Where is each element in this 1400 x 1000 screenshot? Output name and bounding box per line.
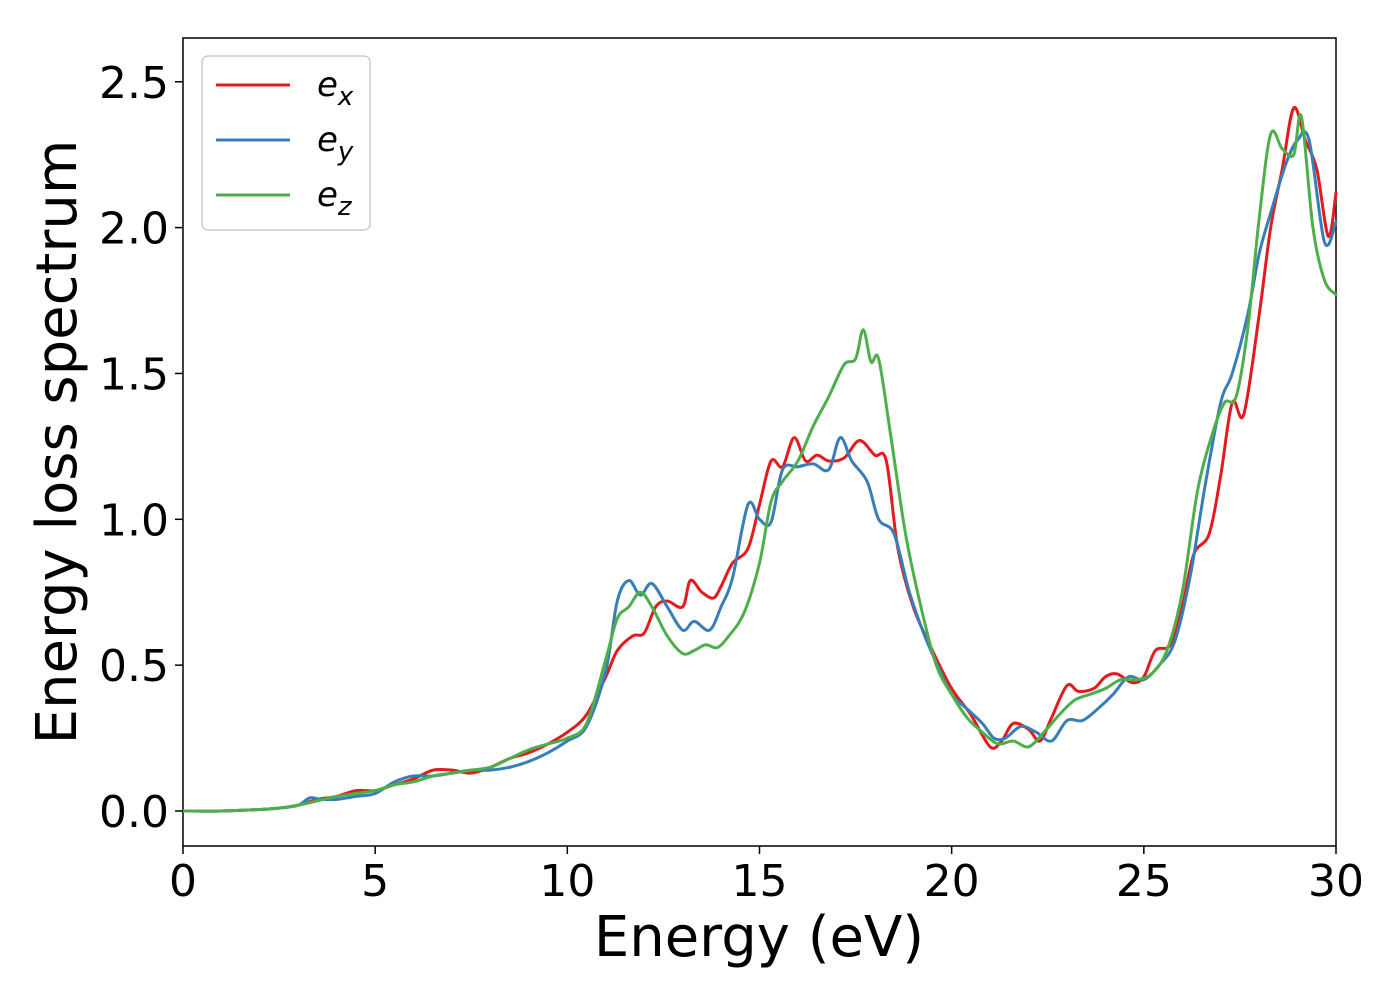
y-axis-ticks: 0.0 0.5 1.0 1.5 2.0 2.5 xyxy=(99,58,183,838)
y-tick-label: 0.0 xyxy=(99,787,169,838)
y-tick-label: 2.5 xyxy=(99,58,169,109)
x-axis-label: Energy (eV) xyxy=(594,905,924,970)
legend-label-ey: ey xyxy=(317,120,354,167)
y-tick-label: 1.0 xyxy=(99,495,169,546)
legend: ex ey ez xyxy=(201,55,371,231)
x-tick-label: 5 xyxy=(361,856,389,907)
y-tick-label: 1.5 xyxy=(99,349,169,400)
x-tick-label: 15 xyxy=(732,856,788,907)
y-tick-label: 2.0 xyxy=(99,204,169,255)
legend-label-ex: ex xyxy=(317,65,354,112)
legend-box xyxy=(201,55,371,231)
x-axis-ticks: 0 5 10 15 20 25 30 xyxy=(169,846,1364,907)
x-tick-label: 10 xyxy=(539,856,595,907)
x-tick-label: 30 xyxy=(1308,856,1364,907)
x-tick-label: 0 xyxy=(169,856,197,907)
legend-label-ez: ez xyxy=(317,175,353,222)
y-axis-label: Energy loss spectrum xyxy=(25,140,90,745)
series-layer xyxy=(181,106,1338,813)
y-tick-label: 0.5 xyxy=(99,641,169,692)
plot-area xyxy=(182,37,1337,847)
x-tick-label: 25 xyxy=(1116,856,1172,907)
x-tick-label: 20 xyxy=(924,856,980,907)
series-line-ez xyxy=(181,113,1338,813)
